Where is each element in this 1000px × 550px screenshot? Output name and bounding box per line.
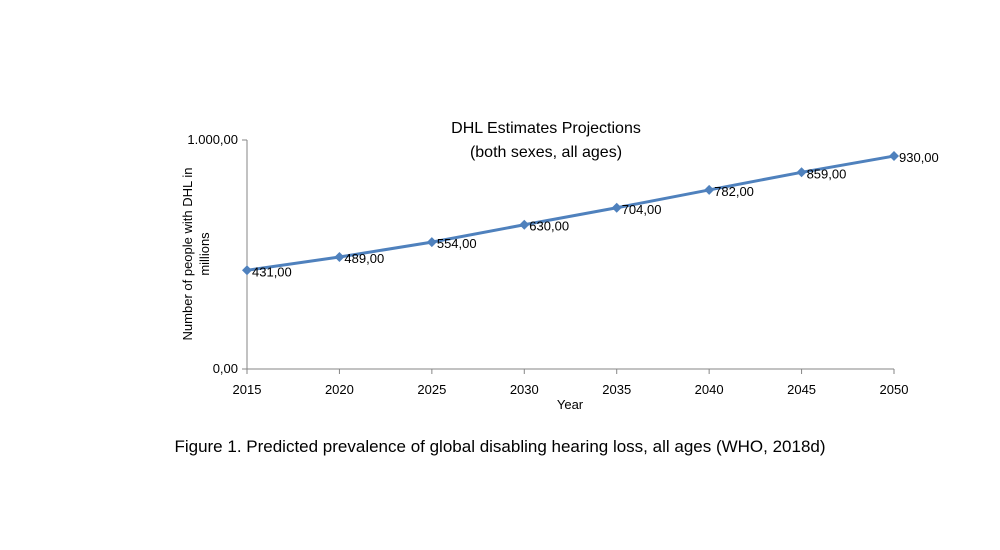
x-tick-label-0: 2015 — [233, 382, 262, 397]
figure-caption: Figure 1. Predicted prevalence of global… — [174, 437, 826, 456]
x-tick-label-3: 2030 — [510, 382, 539, 397]
x-tick-label-4: 2035 — [602, 382, 631, 397]
x-tick-label-6: 2045 — [787, 382, 816, 397]
data-point-6 — [796, 167, 807, 178]
series-marks: 431,00 489,00 554,00 630,00 704,00 782,00 859,… — [242, 150, 939, 279]
chart-title-line-1: DHL Estimates Projections — [451, 120, 641, 137]
data-label-0: 431,00 — [252, 264, 292, 279]
data-label-3: 630,00 — [529, 219, 569, 234]
data-label-7: 930,00 — [899, 150, 939, 165]
data-point-5 — [704, 184, 715, 195]
x-tick-label-7: 2050 — [880, 382, 909, 397]
data-point-4 — [611, 202, 622, 213]
data-label-2: 554,00 — [437, 236, 477, 251]
data-point-0 — [242, 265, 252, 276]
y-axis-title-line-1: Number of people with DHL in — [180, 168, 195, 341]
data-point-1 — [334, 252, 345, 263]
data-label-4: 704,00 — [622, 202, 662, 217]
y-tick-label-0: 0,00 — [213, 361, 238, 376]
series-line-0 — [246, 154, 895, 272]
y-tick-label-1: 1.000,00 — [187, 132, 238, 147]
y-axis-title: Number of people with DHL in millions — [180, 168, 212, 341]
x-axis-title: Year — [557, 397, 584, 412]
data-point-3 — [519, 219, 530, 230]
chart-title-line-2: (both sexes, all ages) — [470, 144, 622, 161]
data-label-5: 782,00 — [714, 184, 754, 199]
x-tick-label-1: 2020 — [325, 382, 354, 397]
data-label-6: 859,00 — [807, 166, 847, 181]
data-label-1: 489,00 — [344, 251, 384, 266]
x-tick-label-5: 2040 — [695, 382, 724, 397]
y-axis-title-line-2: millions — [197, 232, 212, 276]
axes: 0,00 1.000,00 2015 2020 2025 2030 2035 2040 2045… — [187, 132, 908, 397]
x-tick-label-2: 2025 — [417, 382, 446, 397]
data-point-7 — [889, 151, 899, 162]
data-point-2 — [426, 237, 437, 248]
dhl-line-chart: DHL Estimates Projections (both sexes, a… — [180, 120, 939, 412]
